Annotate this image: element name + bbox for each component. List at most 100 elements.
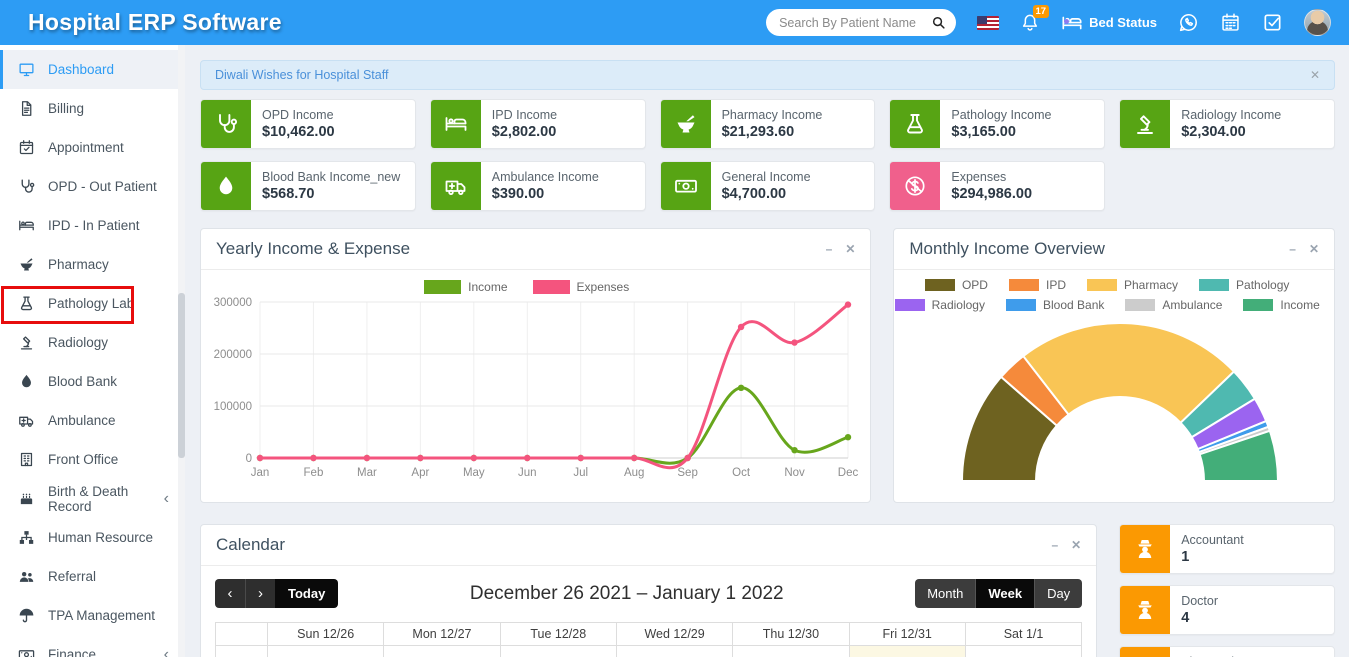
calendar-day-cell[interactable] [964, 645, 1083, 657]
calendar-day-header: Sat 1/1 [964, 622, 1083, 646]
legend-swatch [1199, 279, 1230, 291]
all-day-label: all-day [215, 645, 268, 657]
sidebar-item-dashboard[interactable]: Dashboard [0, 50, 185, 89]
panel-title: Yearly Income & Expense [216, 239, 411, 258]
sidebar-item-human-resource[interactable]: Human Resource [0, 518, 185, 557]
calendar-toolbar: ‹ › Today December 26 2021 – January 1 2… [201, 566, 1096, 619]
card-value: $21,293.60 [721, 124, 795, 140]
minimize-icon[interactable]: – [1289, 242, 1296, 256]
sidebar-item-label: Pharmacy [48, 257, 109, 272]
calendar-prev-button[interactable]: ‹ [215, 579, 245, 608]
sidebar-item-radiology[interactable]: Radiology [0, 323, 185, 362]
sidebar-item-opd-out-patient[interactable]: OPD - Out Patient [0, 167, 185, 206]
mortar-pestle-icon [674, 112, 698, 136]
calendar-day-header: Sun 12/26 [266, 622, 385, 646]
income-card-ipd-income: IPD Income $2,802.00 [429, 99, 646, 149]
income-card-general-income: General Income $4,700.00 [659, 161, 876, 211]
close-icon[interactable]: ✕ [1308, 242, 1319, 256]
staff-card-pharmacist: Pharmacist2 [1119, 646, 1335, 657]
microscope-icon [18, 334, 35, 351]
bed-status-label: Bed Status [1089, 15, 1157, 30]
close-icon[interactable]: ✕ [845, 242, 856, 256]
sidebar-item-ambulance[interactable]: Ambulance [0, 401, 185, 440]
sidebar-item-pathology-lab[interactable]: Pathology Lab [0, 284, 185, 324]
sidebar-item-ipd-in-patient[interactable]: IPD - In Patient [0, 206, 185, 245]
sidebar-item-label: Birth & Death Record [48, 483, 129, 514]
calendar-next-button[interactable]: › [245, 579, 275, 608]
search-icon[interactable] [931, 15, 946, 30]
sidebar-item-label: Billing [48, 101, 85, 116]
sidebar-scrollbar-thumb[interactable] [178, 293, 185, 458]
sidebar-item-label: Front Office [48, 452, 119, 467]
card-label: Blood Bank Income_new [262, 170, 401, 184]
legend-swatch [1087, 279, 1117, 291]
svg-text:Nov: Nov [784, 467, 805, 479]
main-content: Diwali Wishes for Hospital Staff ✕ OPD I… [185, 45, 1349, 657]
calendar-view-month[interactable]: Month [915, 579, 976, 608]
notification-badge: 17 [1032, 5, 1050, 19]
chevron-left-icon: ‹ [163, 489, 169, 507]
mortar-pestle-icon [660, 100, 711, 148]
sidebar-item-label: IPD - In Patient [48, 218, 140, 233]
calendar-axis-header [215, 622, 268, 646]
legend-swatch [1125, 299, 1156, 311]
card-label: Expenses [951, 170, 1007, 184]
calendar-view-week[interactable]: Week [975, 579, 1035, 608]
language-flag-icon[interactable] [977, 15, 1000, 30]
calendar-day-cell[interactable] [383, 645, 501, 657]
sidebar-item-appointment[interactable]: Appointment [0, 128, 185, 167]
legend-label: Blood Bank [1042, 298, 1105, 312]
money-icon [660, 162, 711, 210]
card-value: $390.00 [491, 186, 545, 202]
close-icon[interactable]: ✕ [1071, 538, 1082, 552]
card-label: OPD Income [262, 108, 334, 122]
notice-close-icon[interactable]: ✕ [1309, 68, 1320, 82]
sidebar-item-finance[interactable]: Finance ‹ [0, 635, 185, 657]
svg-text:Jan: Jan [250, 467, 269, 479]
user-secret-icon [1133, 598, 1157, 622]
calendar-day-cell[interactable] [499, 645, 617, 657]
card-label: Accountant [1181, 533, 1244, 547]
svg-text:Dec: Dec [837, 467, 858, 479]
line-chart-legend: Income Expenses [201, 280, 870, 294]
doughnut-slice-income [1198, 429, 1279, 482]
calendar-day-cell[interactable] [266, 645, 385, 657]
sidebar-item-front-office[interactable]: Front Office [0, 440, 185, 479]
calendar-icon[interactable] [1220, 12, 1241, 33]
sidebar-item-label: Pathology Lab [48, 296, 135, 311]
sidebar-item-tpa-management[interactable]: TPA Management [0, 596, 185, 635]
user-secret-icon [1120, 647, 1171, 657]
whatsapp-icon[interactable] [1178, 12, 1199, 33]
sidebar-item-blood-bank[interactable]: Blood Bank [0, 362, 185, 401]
user-avatar[interactable] [1304, 9, 1331, 36]
tasks-icon[interactable] [1262, 12, 1283, 33]
sidebar-item-billing[interactable]: Billing [0, 89, 185, 128]
stethoscope-icon [201, 100, 251, 148]
calendar-day-cell[interactable] [732, 645, 850, 657]
sidebar-item-referral[interactable]: Referral [0, 557, 185, 596]
dollar-slash-icon [890, 162, 941, 210]
sitemap-icon [18, 529, 35, 546]
minimize-icon[interactable]: – [1051, 538, 1059, 552]
calendar-day-header: Thu 12/30 [732, 622, 850, 646]
search-input[interactable] [779, 15, 932, 30]
svg-text:100000: 100000 [213, 401, 251, 413]
bed-status-button[interactable]: Bed Status [1061, 12, 1157, 34]
sidebar-scrollbar[interactable] [178, 45, 185, 657]
notifications-button[interactable]: 17 [1020, 5, 1050, 33]
card-value: $294,986.00 [951, 186, 1033, 202]
calendar-day-cell[interactable] [615, 645, 734, 657]
calendar-view-day[interactable]: Day [1034, 579, 1083, 608]
sidebar-item-label: TPA Management [48, 608, 156, 623]
patient-search[interactable] [766, 9, 957, 36]
yearly-line-chart: 0 100000 200000 300000 Jan Feb Mar Apr May Jun Jul… [213, 297, 858, 479]
minimize-icon[interactable]: – [825, 242, 833, 256]
flask-icon [903, 112, 927, 136]
dollar-slash-icon [903, 174, 927, 198]
sidebar-item-birth-death-record[interactable]: Birth & Death Record ‹ [0, 479, 185, 518]
calendar-today-button[interactable]: Today [275, 579, 339, 608]
sidebar-item-label: Human Resource [48, 530, 154, 545]
calendar-day-cell[interactable] [848, 645, 966, 657]
sidebar-item-pharmacy[interactable]: Pharmacy [0, 245, 185, 284]
legend-swatch [424, 280, 462, 294]
